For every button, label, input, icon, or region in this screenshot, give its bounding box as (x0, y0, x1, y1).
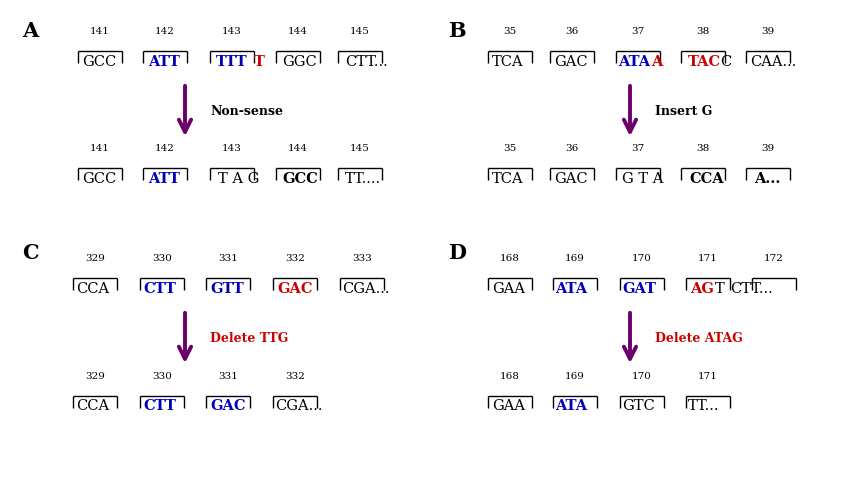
Text: Delete ATAG: Delete ATAG (654, 331, 742, 345)
Text: 141: 141 (90, 27, 110, 36)
Text: GAA: GAA (492, 399, 524, 413)
Text: C: C (22, 243, 38, 263)
Text: T: T (714, 282, 724, 296)
Text: D: D (447, 243, 465, 263)
Text: 39: 39 (761, 144, 774, 153)
Text: TTT: TTT (216, 55, 247, 69)
Text: GAC: GAC (553, 55, 587, 69)
Text: T A G: T A G (218, 172, 259, 186)
Text: 331: 331 (218, 254, 238, 263)
Text: 170: 170 (631, 372, 651, 381)
Text: CAA...: CAA... (749, 55, 796, 69)
Text: G T A: G T A (621, 172, 663, 186)
Text: GAT: GAT (621, 282, 655, 296)
Text: B: B (447, 21, 465, 41)
Text: 329: 329 (85, 254, 105, 263)
Text: GCC: GCC (82, 55, 116, 69)
Text: ATA: ATA (618, 55, 649, 69)
Text: 143: 143 (222, 27, 242, 36)
Text: 144: 144 (288, 27, 308, 36)
Text: 39: 39 (761, 27, 774, 36)
Text: 37: 37 (630, 144, 644, 153)
Text: 170: 170 (631, 254, 651, 263)
Text: T: T (254, 55, 265, 69)
Text: CCA: CCA (76, 399, 109, 413)
Text: GTT: GTT (210, 282, 244, 296)
Text: GAC: GAC (553, 172, 587, 186)
Text: 333: 333 (352, 254, 371, 263)
Text: C: C (719, 55, 730, 69)
Text: TCA: TCA (492, 172, 523, 186)
Text: 332: 332 (285, 254, 304, 263)
Text: 144: 144 (288, 144, 308, 153)
Text: CTT...: CTT... (729, 282, 772, 296)
Text: A...: A... (753, 172, 780, 186)
Text: GCC: GCC (82, 172, 116, 186)
Text: 332: 332 (285, 372, 304, 381)
Text: 141: 141 (90, 144, 110, 153)
Text: 35: 35 (503, 27, 516, 36)
Text: 171: 171 (697, 254, 717, 263)
Text: CGA...: CGA... (274, 399, 322, 413)
Text: GAC: GAC (210, 399, 245, 413)
Text: 329: 329 (85, 372, 105, 381)
Text: TT...: TT... (688, 399, 718, 413)
Text: GAA: GAA (492, 282, 524, 296)
Text: 38: 38 (695, 27, 709, 36)
Text: CCA: CCA (76, 282, 109, 296)
Text: TT....: TT.... (344, 172, 381, 186)
Text: A: A (22, 21, 38, 41)
Text: 145: 145 (349, 27, 370, 36)
Text: CTT: CTT (143, 282, 176, 296)
Text: 143: 143 (222, 144, 242, 153)
Text: 330: 330 (152, 372, 172, 381)
Text: AG: AG (689, 282, 713, 296)
Text: 36: 36 (565, 144, 578, 153)
Text: 35: 35 (503, 144, 516, 153)
Text: Non-sense: Non-sense (210, 105, 283, 117)
Text: 38: 38 (695, 144, 709, 153)
Text: CCA: CCA (688, 172, 722, 186)
Text: 172: 172 (763, 254, 783, 263)
Text: 36: 36 (565, 27, 578, 36)
Text: 142: 142 (155, 144, 175, 153)
Text: TCA: TCA (492, 55, 523, 69)
Text: CGA...: CGA... (342, 282, 389, 296)
Text: Delete TTG: Delete TTG (210, 331, 288, 345)
Text: 169: 169 (564, 254, 584, 263)
Text: CTT...: CTT... (344, 55, 388, 69)
Text: 331: 331 (218, 372, 238, 381)
Text: ATT: ATT (148, 172, 180, 186)
Text: Insert G: Insert G (654, 105, 711, 117)
Text: 171: 171 (697, 372, 717, 381)
Text: ATA: ATA (555, 399, 586, 413)
Text: 145: 145 (349, 144, 370, 153)
Text: ATA: ATA (555, 282, 586, 296)
Text: GGC: GGC (282, 55, 316, 69)
Text: GTC: GTC (621, 399, 654, 413)
Text: CTT: CTT (143, 399, 176, 413)
Text: 168: 168 (499, 372, 520, 381)
Text: TAC: TAC (688, 55, 720, 69)
Text: A: A (650, 55, 662, 69)
Text: 142: 142 (155, 27, 175, 36)
Text: GCC: GCC (282, 172, 318, 186)
Text: 168: 168 (499, 254, 520, 263)
Text: 330: 330 (152, 254, 172, 263)
Text: 37: 37 (630, 27, 644, 36)
Text: 169: 169 (564, 372, 584, 381)
Text: GAC: GAC (277, 282, 312, 296)
Text: ATT: ATT (148, 55, 180, 69)
